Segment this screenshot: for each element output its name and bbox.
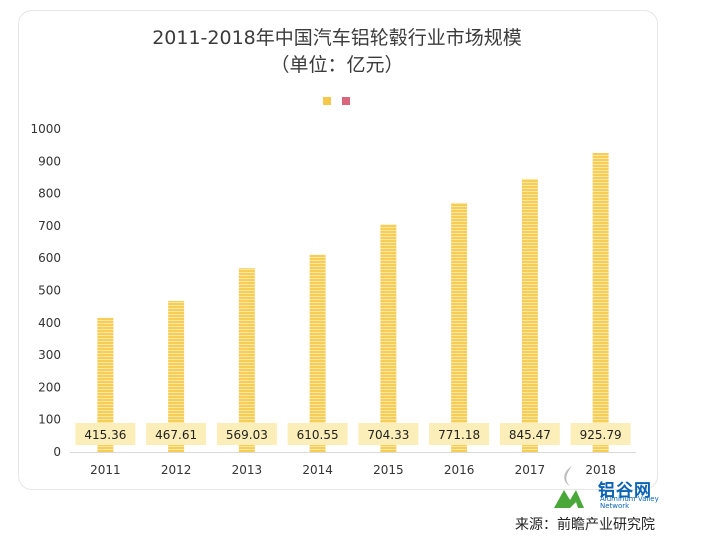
x-tick-label: 2017 [515, 463, 546, 477]
x-tick-label: 2014 [302, 463, 333, 477]
bar [309, 254, 326, 452]
bar [97, 317, 114, 452]
data-label-box [216, 423, 277, 445]
data-label: 610.55 [297, 428, 339, 442]
legend-swatch-yellow [323, 97, 331, 105]
data-label-box [358, 423, 419, 445]
bar [168, 300, 185, 452]
data-label: 845.47 [509, 428, 551, 442]
data-label-box [429, 423, 490, 445]
bar [238, 268, 255, 452]
data-label-box [146, 423, 207, 445]
bar [521, 178, 538, 452]
chart-subtitle: （单位：亿元） [270, 54, 404, 76]
data-label-box [499, 423, 560, 445]
x-tick-label: 2011 [90, 463, 121, 477]
logo-english-line1: Aluminum Valley [600, 495, 659, 503]
data-label: 925.79 [580, 428, 622, 442]
aluminum-valley-logo: 铝谷网 Aluminum Valley Network [550, 462, 680, 512]
data-label-box [570, 423, 631, 445]
y-tick-label: 600 [38, 251, 61, 265]
data-label-box [75, 423, 136, 445]
data-label: 569.03 [226, 428, 268, 442]
legend-swatch-pink [342, 97, 350, 105]
x-tick-label: 2015 [373, 463, 404, 477]
logo-chinese-text: 铝谷网 [598, 481, 652, 501]
y-tick-label: 0 [53, 445, 61, 459]
x-tick-label: 2013 [232, 463, 263, 477]
bar [380, 224, 397, 452]
data-label: 415.36 [84, 428, 126, 442]
source-note: 来源：前瞻产业研究院 [515, 517, 655, 533]
logo-mark-icon [554, 466, 584, 508]
data-label: 704.33 [367, 428, 409, 442]
y-tick-label: 900 [38, 154, 61, 168]
data-label: 771.18 [438, 428, 480, 442]
data-label: 467.61 [155, 428, 197, 442]
y-tick-label: 300 [38, 348, 61, 362]
chart-title: 2011-2018年中国汽车铝轮毂行业市场规模 [152, 27, 522, 49]
data-label-box [287, 423, 348, 445]
y-tick-label: 200 [38, 380, 61, 394]
x-tick-label: 2012 [161, 463, 192, 477]
x-tick-label: 2018 [585, 463, 616, 477]
y-tick-label: 700 [38, 219, 61, 233]
x-tick-label: 2016 [444, 463, 475, 477]
y-tick-label: 1000 [30, 122, 61, 136]
chart-panel [18, 10, 658, 490]
y-tick-label: 400 [38, 316, 61, 330]
bar [451, 202, 468, 452]
y-tick-label: 100 [38, 413, 61, 427]
logo-english-text: Aluminum Valley Network [600, 496, 659, 510]
y-tick-label: 500 [38, 284, 61, 298]
logo-english-line2: Network [600, 502, 630, 510]
bar [592, 152, 609, 452]
y-tick-label: 800 [38, 187, 61, 201]
